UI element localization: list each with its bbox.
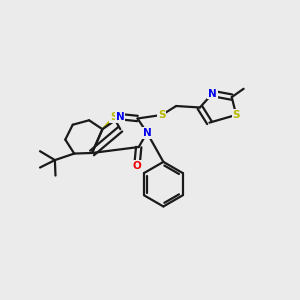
Text: N: N xyxy=(116,112,125,122)
Text: O: O xyxy=(133,161,142,171)
Text: S: S xyxy=(232,110,240,120)
Text: S: S xyxy=(110,112,118,122)
Text: N: N xyxy=(208,88,217,98)
Text: S: S xyxy=(158,110,166,120)
Text: N: N xyxy=(143,128,152,138)
